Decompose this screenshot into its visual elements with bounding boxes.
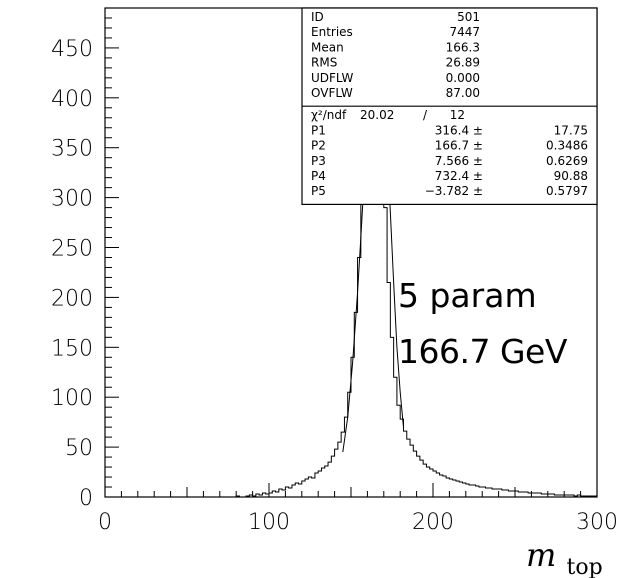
stats-value: 26.89 (446, 56, 480, 70)
param-error: 17.75 (554, 123, 588, 137)
stats-label: Entries (311, 25, 353, 39)
y-tick-label: 100 (51, 386, 93, 411)
stats-value: 0.000 (446, 71, 480, 85)
param-error: 0.3486 (546, 139, 588, 153)
stats-value: 501 (457, 10, 480, 24)
stats-value: 7447 (449, 25, 480, 39)
annotation-label: 166.7 GeV (398, 332, 568, 371)
y-tick-label: 250 (51, 237, 93, 262)
chi2-value: 20.02 (360, 108, 394, 122)
param-label: P1 (311, 123, 326, 137)
y-tick-label: 0 (79, 486, 93, 511)
param-value: 7.566 ± (435, 154, 483, 168)
param-label: P2 (311, 139, 326, 153)
param-error: 0.5797 (546, 184, 588, 198)
param-value: 732.4 ± (435, 169, 483, 183)
y-tick-label: 50 (65, 436, 93, 461)
stats-value: 166.3 (446, 40, 480, 54)
stats-label: ID (311, 10, 324, 24)
param-error: 0.6269 (546, 154, 588, 168)
stats-label: RMS (311, 56, 337, 70)
stats-label: Mean (311, 40, 344, 54)
param-value: 316.4 ± (435, 123, 483, 137)
x-axis-label-sub: top (567, 555, 603, 578)
x-axis: 0 100 200 300 (98, 483, 618, 535)
stats-value: 87.00 (446, 86, 480, 100)
x-axis-label: m top (526, 536, 603, 578)
y-axis: 0 50 100 150 200 250 300 350 400 450 (51, 7, 119, 511)
y-tick-label: 400 (51, 87, 93, 112)
param-label: P3 (311, 154, 326, 168)
x-tick-label: 200 (412, 510, 454, 535)
annotations: 5 param 166.7 GeV (398, 276, 568, 371)
chi2-separator: / (423, 108, 428, 122)
y-tick-label: 150 (51, 336, 93, 361)
param-label: P5 (311, 184, 326, 198)
stats-box: ID 501 Entries 7447 Mean 166.3 RMS 26.89 UDFLW 0.… (301, 7, 598, 205)
param-label: P4 (311, 169, 326, 183)
y-tick-label: 350 (51, 137, 93, 162)
x-tick-label: 0 (98, 510, 112, 535)
y-tick-label: 300 (51, 187, 93, 212)
stats-label: OVFLW (311, 86, 353, 100)
chi2-label: χ²/ndf (311, 108, 347, 122)
annotation-label: 5 param (398, 276, 537, 315)
y-tick-label: 200 (51, 286, 93, 311)
stats-label: UDFLW (311, 71, 354, 85)
x-axis-label-main: m (526, 536, 556, 574)
param-value: 166.7 ± (435, 139, 483, 153)
param-error: 90.88 (554, 169, 588, 183)
y-tick-label: 450 (51, 37, 93, 62)
x-tick-label: 100 (248, 510, 290, 535)
ndf-value: 12 (450, 108, 465, 122)
param-value: −3.782 ± (425, 184, 483, 198)
x-tick-label: 300 (576, 510, 618, 535)
